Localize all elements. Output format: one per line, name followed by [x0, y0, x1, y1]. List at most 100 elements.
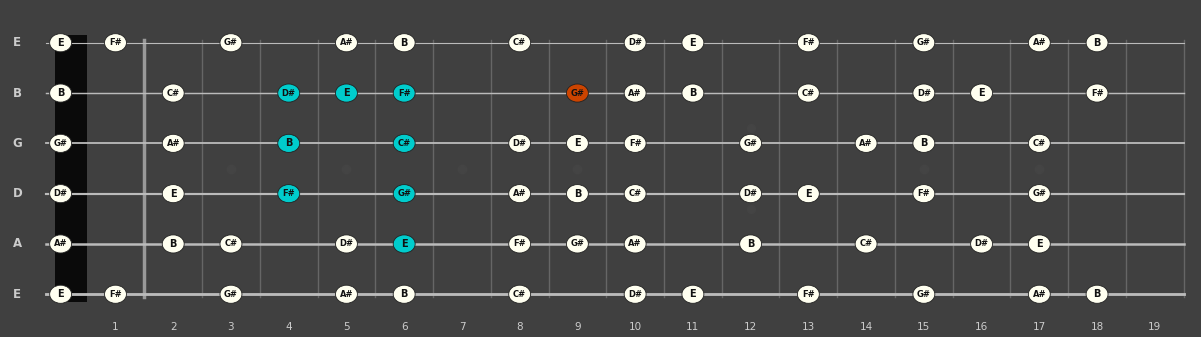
Text: B: B [285, 139, 292, 148]
Ellipse shape [1086, 285, 1109, 303]
Ellipse shape [277, 185, 300, 203]
Text: 14: 14 [860, 322, 873, 332]
Ellipse shape [509, 134, 531, 152]
Text: 18: 18 [1091, 322, 1104, 332]
Ellipse shape [970, 235, 992, 253]
Text: E: E [58, 38, 64, 48]
Text: 1: 1 [112, 322, 119, 332]
Text: B: B [400, 289, 408, 299]
Ellipse shape [797, 84, 819, 102]
Text: F#: F# [398, 89, 411, 97]
Text: G#: G# [1033, 189, 1046, 198]
Ellipse shape [104, 285, 126, 303]
Ellipse shape [162, 134, 184, 152]
Ellipse shape [220, 235, 241, 253]
Text: D#: D# [54, 189, 67, 198]
Text: D#: D# [743, 189, 758, 198]
Text: B: B [747, 239, 754, 249]
Ellipse shape [625, 235, 646, 253]
Ellipse shape [855, 235, 877, 253]
Text: C#: C# [628, 189, 641, 198]
Ellipse shape [49, 84, 72, 102]
Ellipse shape [1086, 34, 1109, 52]
Text: C#: C# [860, 240, 873, 248]
Text: 8: 8 [516, 322, 522, 332]
Text: A#: A# [513, 189, 526, 198]
Ellipse shape [913, 185, 934, 203]
Ellipse shape [913, 285, 934, 303]
Ellipse shape [509, 235, 531, 253]
Ellipse shape [509, 285, 531, 303]
Ellipse shape [913, 34, 934, 52]
Text: A#: A# [54, 240, 67, 248]
Text: B: B [169, 239, 177, 249]
Text: 13: 13 [802, 322, 815, 332]
Ellipse shape [49, 235, 72, 253]
Ellipse shape [970, 84, 992, 102]
Text: G#: G# [225, 38, 238, 47]
Ellipse shape [855, 134, 877, 152]
Text: E: E [343, 88, 349, 98]
Text: E: E [58, 289, 64, 299]
Text: G#: G# [54, 139, 67, 148]
Ellipse shape [277, 84, 300, 102]
Ellipse shape [682, 34, 704, 52]
Ellipse shape [335, 34, 358, 52]
Ellipse shape [162, 185, 184, 203]
Ellipse shape [1028, 285, 1051, 303]
Text: G#: G# [398, 189, 411, 198]
Ellipse shape [393, 134, 416, 152]
Text: 12: 12 [743, 322, 758, 332]
Text: A#: A# [1033, 38, 1046, 47]
Text: E: E [689, 38, 697, 48]
Text: A#: A# [340, 38, 353, 47]
Ellipse shape [509, 185, 531, 203]
Ellipse shape [393, 185, 416, 203]
Text: E: E [13, 288, 22, 301]
Text: 2: 2 [169, 322, 177, 332]
Ellipse shape [49, 134, 72, 152]
Text: A#: A# [628, 240, 641, 248]
Text: D#: D# [282, 89, 295, 97]
Ellipse shape [335, 84, 358, 102]
Text: 15: 15 [918, 322, 931, 332]
Text: 16: 16 [975, 322, 988, 332]
Text: F#: F# [1091, 89, 1104, 97]
Ellipse shape [49, 185, 72, 203]
Ellipse shape [625, 185, 646, 203]
Text: 19: 19 [1148, 322, 1161, 332]
Ellipse shape [335, 235, 358, 253]
Text: C#: C# [167, 89, 180, 97]
Ellipse shape [740, 134, 761, 152]
Text: F#: F# [802, 290, 814, 299]
Text: D#: D# [974, 240, 988, 248]
Ellipse shape [220, 34, 241, 52]
Text: A#: A# [1033, 290, 1046, 299]
Text: A#: A# [340, 290, 353, 299]
Ellipse shape [220, 285, 241, 303]
Text: E: E [13, 36, 22, 49]
Ellipse shape [625, 84, 646, 102]
Text: C#: C# [1033, 139, 1046, 148]
Ellipse shape [104, 34, 126, 52]
Ellipse shape [913, 84, 934, 102]
Ellipse shape [1028, 235, 1051, 253]
Ellipse shape [509, 34, 531, 52]
Text: C#: C# [513, 290, 526, 299]
Ellipse shape [49, 34, 72, 52]
Ellipse shape [393, 84, 416, 102]
Ellipse shape [682, 84, 704, 102]
Ellipse shape [1086, 84, 1109, 102]
Text: D#: D# [340, 240, 353, 248]
Ellipse shape [797, 34, 819, 52]
Text: A#: A# [167, 139, 180, 148]
Text: F#: F# [513, 240, 526, 248]
Text: E: E [805, 189, 812, 198]
Text: D#: D# [916, 89, 931, 97]
Ellipse shape [740, 235, 761, 253]
Ellipse shape [682, 285, 704, 303]
Text: 5: 5 [343, 322, 349, 332]
Text: G#: G# [570, 240, 585, 248]
Text: E: E [979, 88, 985, 98]
Ellipse shape [567, 235, 588, 253]
